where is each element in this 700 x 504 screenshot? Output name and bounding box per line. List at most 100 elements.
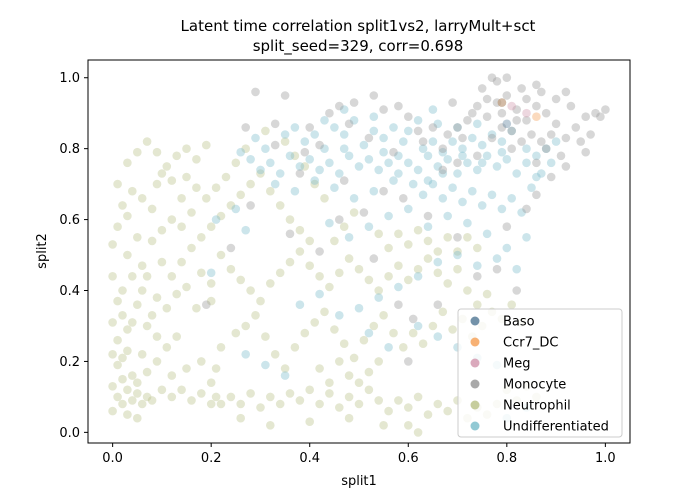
point-neutrophil — [197, 357, 206, 366]
point-neutrophil — [335, 357, 344, 366]
point-undifferentiated — [413, 116, 423, 125]
point-neutrophil — [226, 201, 236, 210]
point-neutrophil — [172, 151, 181, 161]
point-neutrophil — [325, 378, 334, 388]
point-monocyte — [458, 133, 467, 143]
point-monocyte — [566, 101, 576, 111]
point-monocyte — [497, 123, 507, 132]
point-neutrophil — [221, 172, 231, 182]
legend-label-undifferentiated: Undifferentiated — [503, 420, 609, 435]
point-undifferentiated — [453, 123, 462, 132]
point-neutrophil — [349, 353, 359, 363]
point-neutrophil — [408, 328, 418, 338]
point-baso — [497, 98, 507, 107]
point-undifferentiated — [477, 158, 487, 168]
point-neutrophil — [216, 211, 226, 221]
point-monocyte — [413, 126, 423, 136]
point-neutrophil — [394, 229, 403, 239]
point-undifferentiated — [325, 158, 334, 168]
point-neutrophil — [133, 389, 142, 398]
point-undifferentiated — [256, 165, 265, 175]
point-monocyte — [512, 286, 521, 295]
y-tick-label: 0.4 — [59, 284, 80, 299]
point-monocyte — [418, 137, 428, 146]
point-neutrophil — [118, 311, 127, 320]
point-monocyte — [280, 91, 290, 100]
point-neutrophil — [128, 272, 137, 281]
point-neutrophil — [305, 261, 315, 271]
point-neutrophil — [172, 332, 181, 341]
point-neutrophil — [261, 126, 270, 136]
point-undifferentiated — [305, 155, 315, 164]
point-neutrophil — [325, 389, 334, 398]
point-monocyte — [423, 211, 433, 221]
point-neutrophil — [147, 311, 157, 320]
point-neutrophil — [206, 378, 216, 388]
point-neutrophil — [295, 396, 305, 405]
point-undifferentiated — [369, 186, 379, 196]
point-undifferentiated — [517, 208, 526, 217]
point-undifferentiated — [236, 147, 245, 157]
legend-label-ccr7-dc: Ccr7_DC — [503, 336, 558, 351]
legend-marker-monocyte — [470, 379, 480, 389]
point-monocyte — [473, 272, 482, 281]
point-monocyte — [477, 84, 487, 93]
point-undifferentiated — [473, 165, 482, 175]
point-neutrophil — [315, 272, 324, 281]
point-undifferentiated — [211, 215, 221, 224]
point-neutrophil — [354, 264, 364, 274]
point-undifferentiated — [241, 350, 250, 359]
point-undifferentiated — [364, 222, 374, 231]
point-undifferentiated — [364, 155, 374, 164]
point-neutrophil — [330, 236, 339, 246]
point-neutrophil — [182, 172, 191, 182]
y-axis-ticks: 0.0 0.2 0.4 0.6 0.8 1.0 — [59, 71, 88, 441]
point-neutrophil — [192, 303, 201, 313]
point-monocyte — [339, 176, 349, 185]
point-neutrophil — [433, 399, 443, 409]
point-undifferentiated — [384, 211, 393, 221]
point-undifferentiated — [389, 176, 398, 185]
point-undifferentiated — [423, 222, 433, 231]
point-neutrophil — [364, 385, 374, 395]
point-neutrophil — [266, 392, 275, 402]
point-monocyte — [453, 158, 462, 168]
legend: Baso Ccr7_DC Meg Monocyte Neutrophil Undiffer… — [457, 308, 623, 438]
point-undifferentiated — [384, 343, 393, 352]
point-neutrophil — [236, 275, 245, 285]
legend-box — [457, 308, 623, 438]
point-monocyte — [487, 133, 497, 143]
point-undifferentiated — [532, 172, 541, 182]
point-undifferentiated — [423, 151, 433, 161]
legend-items: Baso Ccr7_DC Meg Monocyte Neutrophil Undiffer… — [470, 315, 609, 435]
point-neutrophil — [177, 222, 186, 231]
point-undifferentiated — [458, 144, 467, 153]
point-undifferentiated — [438, 147, 448, 157]
point-neutrophil — [438, 307, 448, 317]
point-monocyte — [532, 190, 541, 200]
y-tick-label: 1.0 — [59, 71, 80, 86]
point-neutrophil — [285, 257, 295, 267]
point-monocyte — [556, 151, 566, 161]
point-undifferentiated — [473, 261, 482, 271]
x-tick-label: 0.4 — [299, 451, 320, 466]
point-neutrophil — [384, 406, 393, 416]
point-monocyte — [270, 140, 280, 150]
point-monocyte — [517, 137, 526, 146]
point-neutrophil — [123, 158, 132, 168]
point-undifferentiated — [497, 204, 507, 214]
point-neutrophil — [290, 151, 300, 161]
point-monocyte — [492, 98, 502, 107]
point-neutrophil — [137, 350, 147, 359]
point-monocyte — [344, 119, 354, 129]
point-undifferentiated — [443, 211, 453, 221]
point-monocyte — [315, 140, 324, 150]
point-neutrophil — [295, 247, 305, 256]
point-neutrophil — [404, 403, 413, 412]
point-neutrophil — [285, 215, 295, 224]
point-neutrophil — [187, 243, 196, 253]
point-neutrophil — [157, 385, 167, 395]
point-neutrophil — [507, 300, 516, 310]
point-undifferentiated — [428, 179, 438, 189]
